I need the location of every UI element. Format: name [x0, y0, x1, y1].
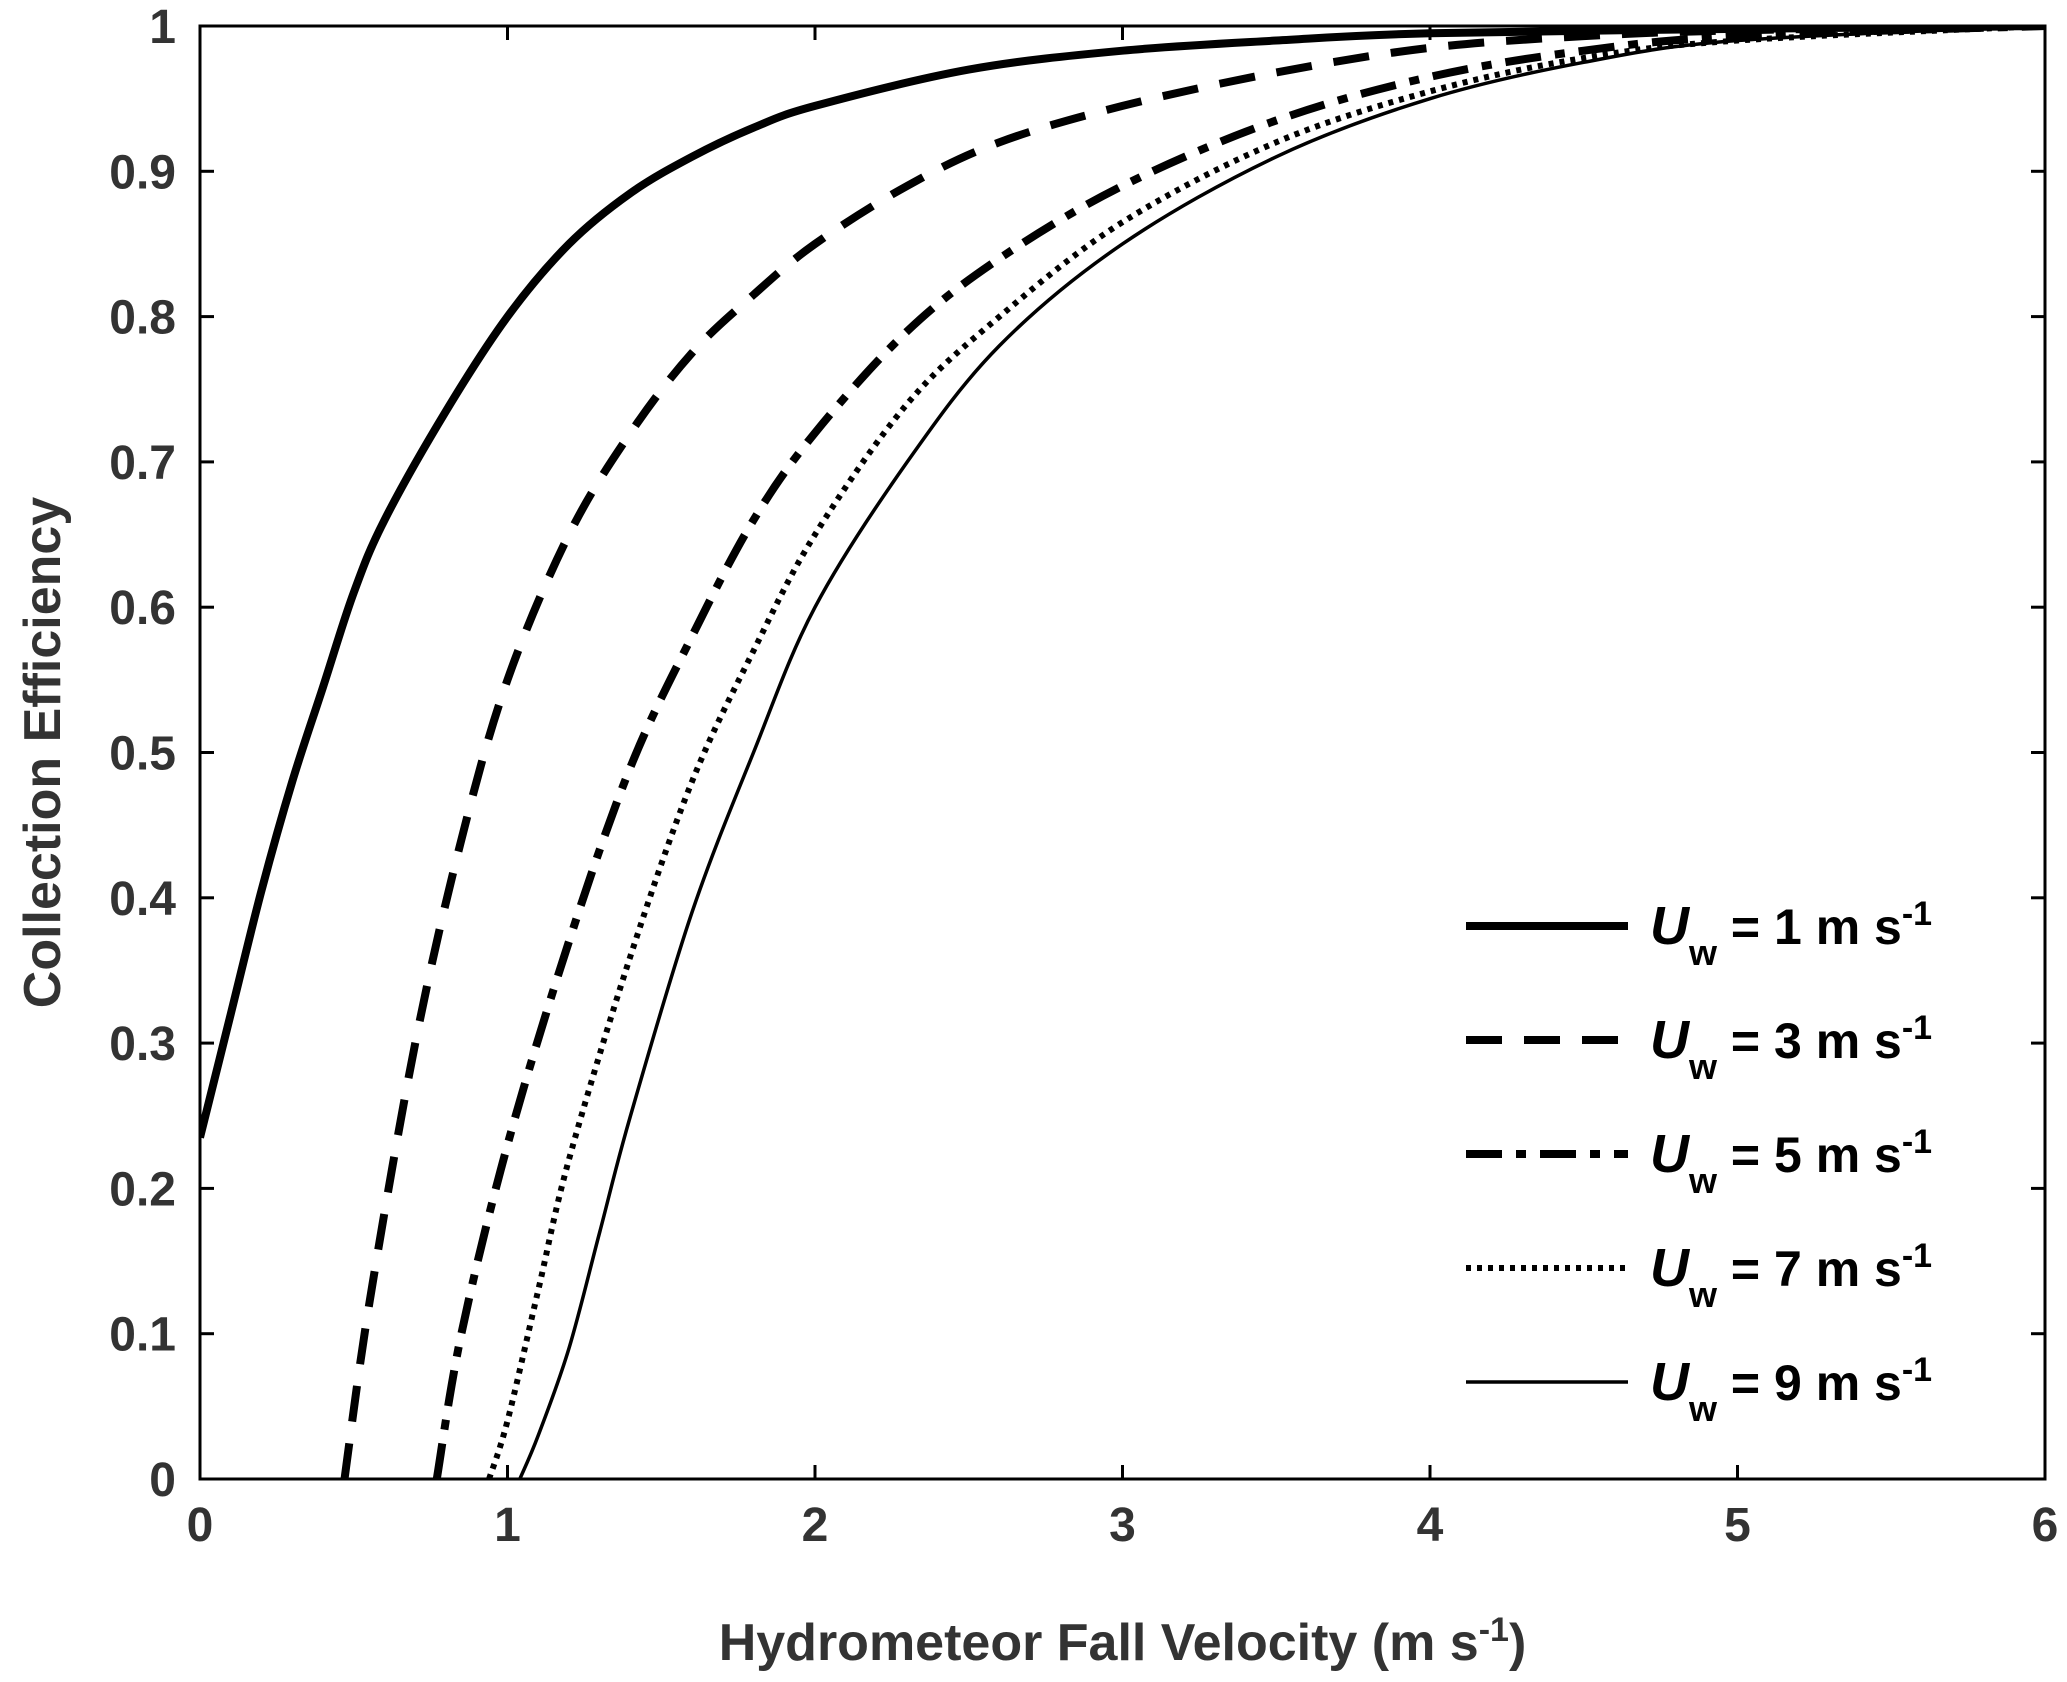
y-tick-label-0: 0 [149, 1454, 176, 1507]
x-tick-label-3: 3 [1109, 1499, 1136, 1552]
series-line-4 [486, 26, 2045, 1479]
x-tick-label-2: 2 [802, 1499, 829, 1552]
x-axis-label: Hydrometeor Fall Velocity (m s-1) [719, 1611, 1527, 1672]
legend-label-2: Uw = 3 m s-1 [1650, 1009, 1932, 1087]
legend-label-3: Uw = 5 m s-1 [1650, 1123, 1932, 1201]
x-tick-label-4: 4 [1417, 1499, 1444, 1552]
y-tick-label-10: 1 [149, 1, 176, 54]
y-tick-label-9: 0.9 [109, 146, 176, 199]
ticks-layer: 0 1 2 3 4 5 6 0 0.1 0.2 0.3 0.4 0.5 0.6 0.7 0.8 0.9 1 [109, 1, 2058, 1552]
legend-label-5: Uw = 9 m s-1 [1650, 1351, 1932, 1429]
y-tick-label-1: 0.1 [109, 1309, 176, 1362]
series-line-5 [518, 26, 2045, 1479]
y-tick-label-7: 0.7 [109, 437, 176, 490]
y-tick-label-4: 0.4 [109, 873, 176, 926]
y-tick-label-2: 0.2 [109, 1163, 176, 1216]
y-tick-label-3: 0.3 [109, 1018, 176, 1071]
y-axis-label: Collection Efficiency [14, 497, 72, 1009]
x-axis-label-suffix: ) [1509, 1614, 1526, 1672]
y-tick-label-5: 0.5 [109, 728, 176, 781]
y-tick-label-6: 0.6 [109, 582, 176, 635]
y-tick-label-8: 0.8 [109, 292, 176, 345]
series-line-2 [340, 26, 2045, 1479]
legend-label-1: Uw = 1 m s-1 [1650, 895, 1932, 973]
series-layer [200, 26, 2045, 1479]
x-tick-label-1: 1 [494, 1499, 521, 1552]
x-axis-label-superscript: -1 [1479, 1611, 1509, 1649]
x-tick-label-6: 6 [2032, 1499, 2059, 1552]
series-line-3 [432, 26, 2045, 1479]
legend-box [1440, 880, 2000, 1460]
x-tick-label-5: 5 [1724, 1499, 1751, 1552]
x-tick-label-0: 0 [187, 1499, 214, 1552]
series-line-1 [200, 26, 2045, 1139]
legend-label-4: Uw = 7 m s-1 [1650, 1237, 1932, 1315]
x-axis-label-main: Hydrometeor Fall Velocity (m s [719, 1614, 1479, 1672]
legend: Uw = 1 m s-1 Uw = 3 m s-1 Uw = 5 m s-1 Uw =… [1440, 880, 2000, 1460]
